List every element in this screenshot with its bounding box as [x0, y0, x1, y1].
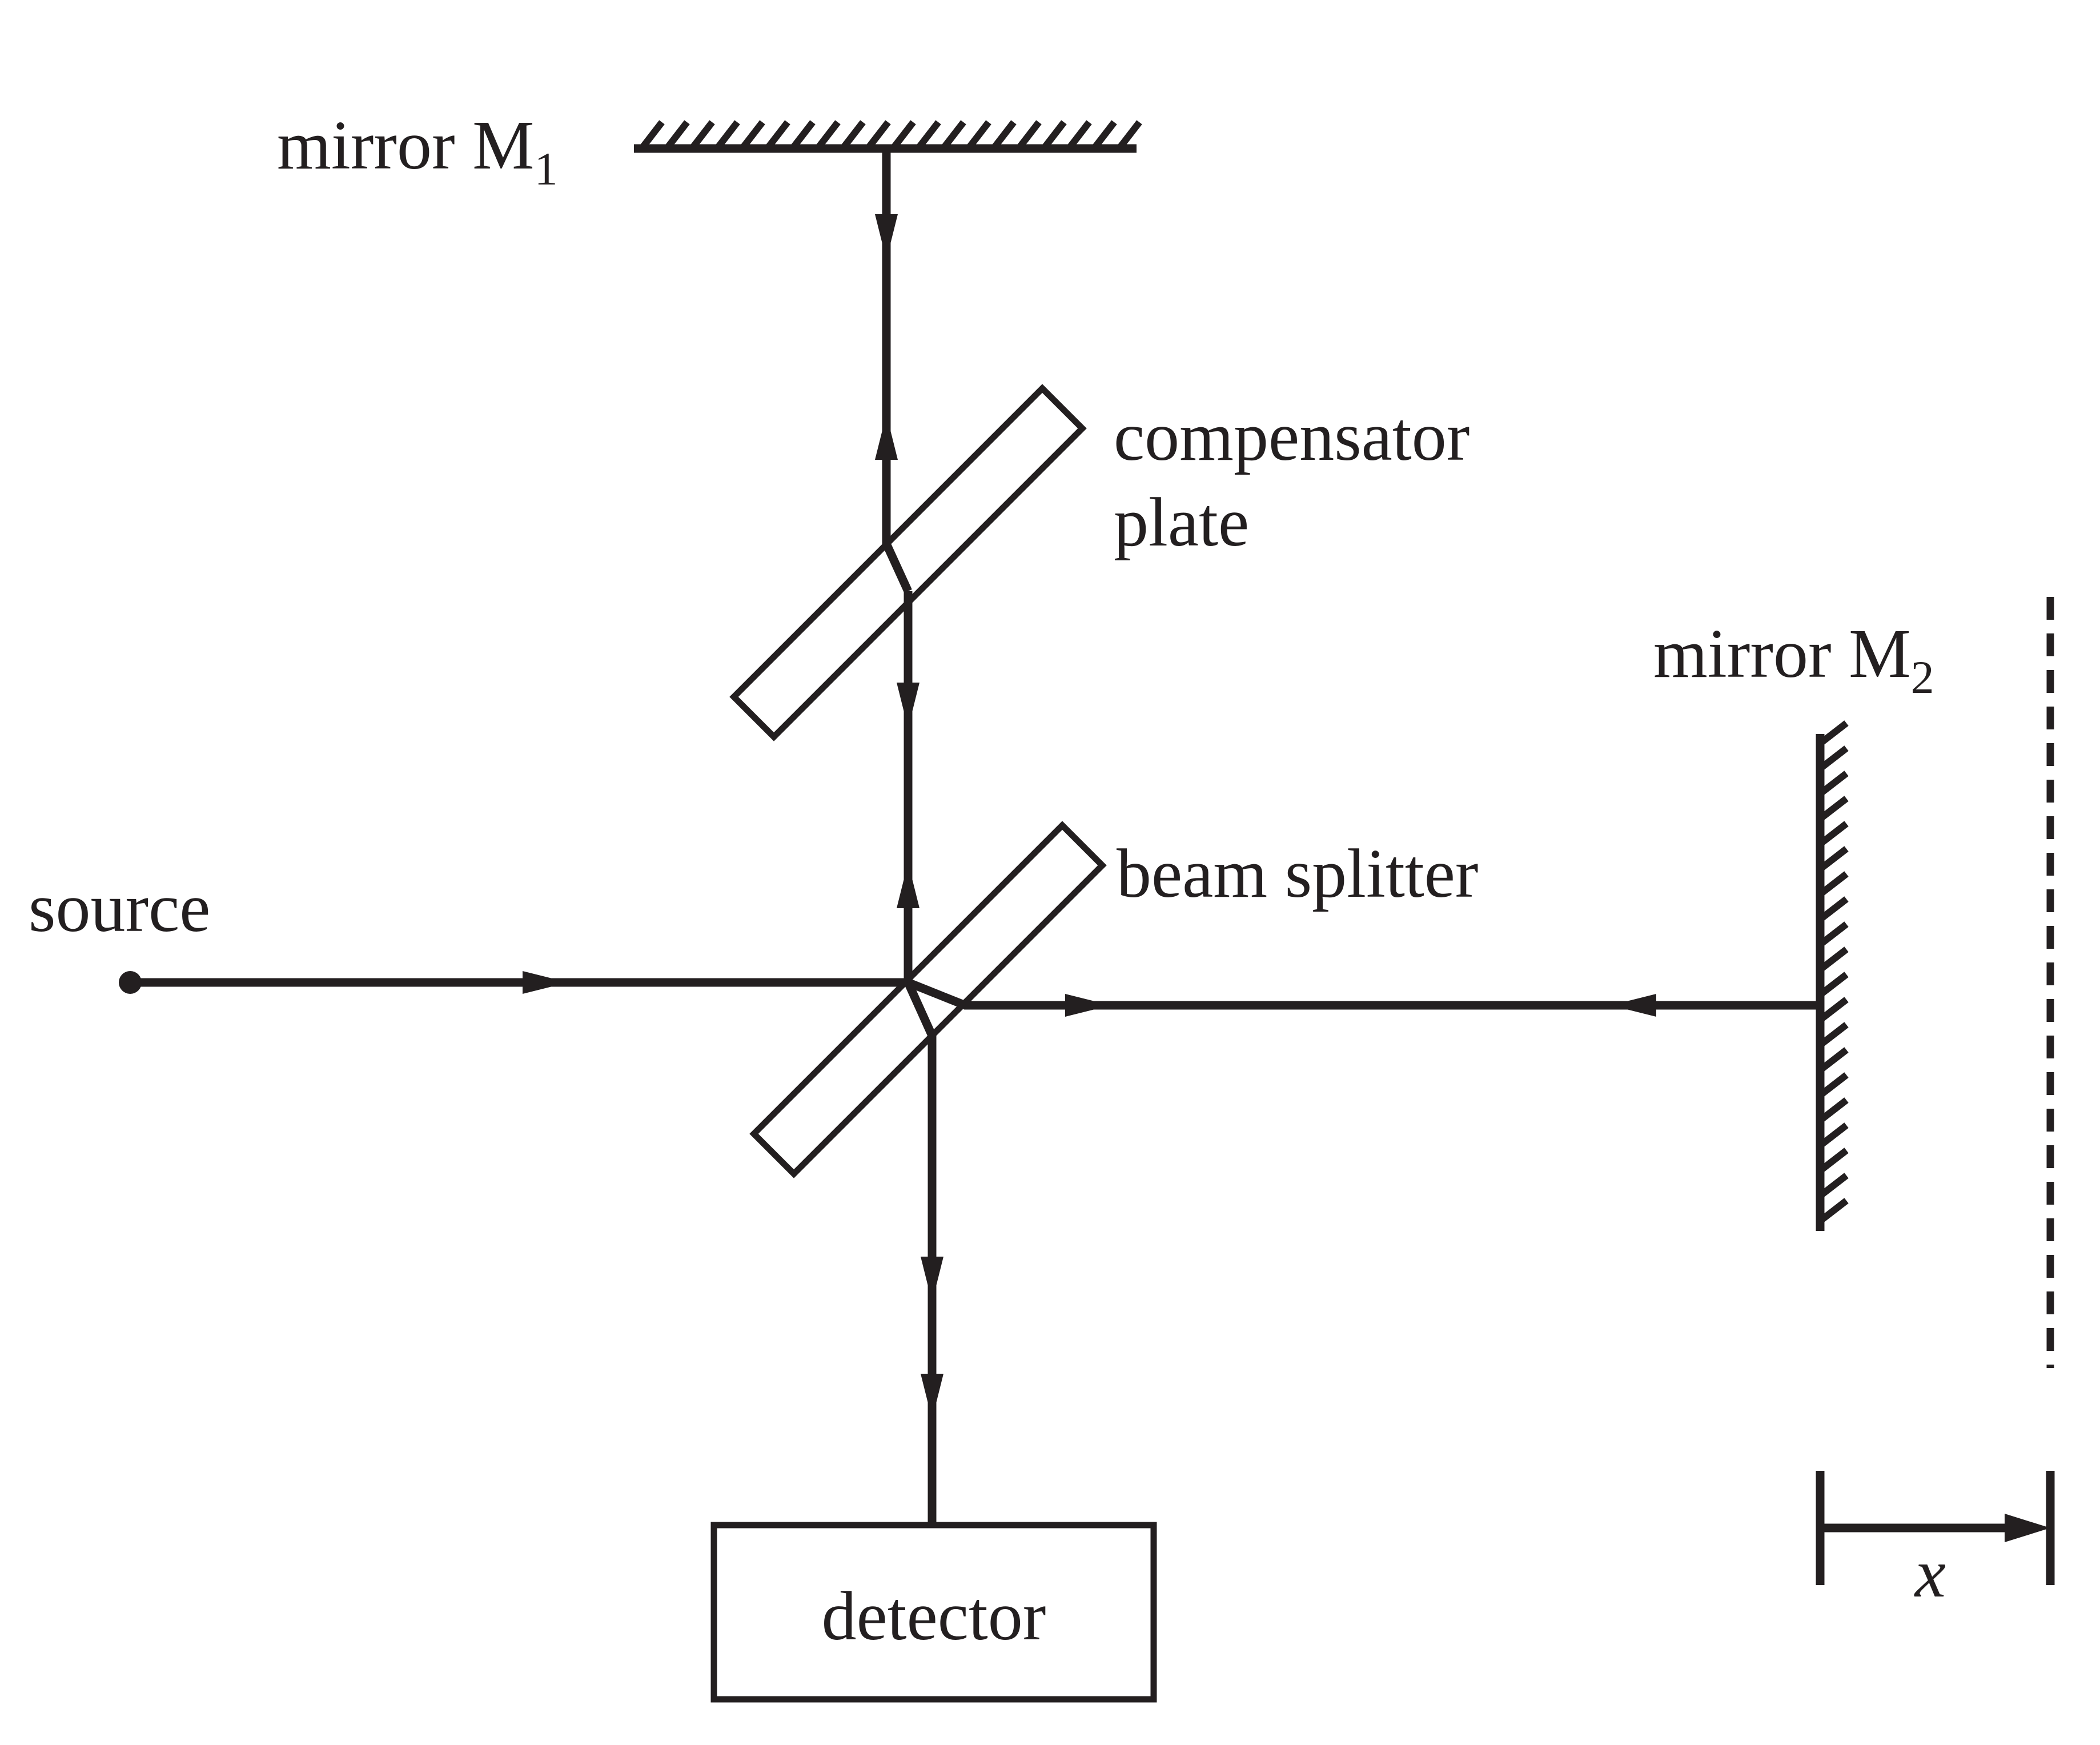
beam-splitter	[749, 821, 1107, 1178]
m1-arm-upper-beam	[882, 149, 912, 593]
mirror-m1-hatch-mark	[991, 120, 1017, 150]
mirror-m1-hatch-mark	[640, 120, 665, 150]
mirror-m2-hatch-mark	[1819, 1173, 1849, 1198]
mirror-m1-hatch-mark	[1092, 120, 1117, 150]
arrow-down-detector-1	[921, 1257, 943, 1302]
mirror-m1-hatch-mark	[690, 120, 715, 150]
beam-splitter-label: beam splitter	[1117, 835, 1479, 912]
mirror-m2-hatch-mark	[1819, 972, 1849, 997]
arrow-right-m2-outbound	[1065, 994, 1111, 1017]
displacement-label: x	[1914, 1535, 1946, 1612]
detector-beam	[904, 980, 937, 1525]
mirror-m2-hatching	[1819, 720, 1849, 1223]
mirror-m1	[634, 120, 1142, 153]
mirror-m1-hatch-mark	[916, 120, 941, 150]
mirror-m2-hatch-mark	[1819, 821, 1849, 846]
mirror-m1-hatch-mark	[1067, 120, 1092, 150]
mirror-m2-hatch-mark	[1819, 1047, 1849, 1072]
mirror-m2	[1816, 720, 1849, 1231]
mirror-m1-hatch-mark	[966, 120, 991, 150]
beam-arrows	[523, 214, 1656, 1419]
mirror-m2-hatch-mark	[1819, 1072, 1849, 1097]
mirror-m1-hatch-mark	[816, 120, 841, 150]
mirror-m1-hatch-mark	[790, 120, 816, 150]
mirror-m2-hatch-mark	[1819, 896, 1849, 921]
mirror-m1-hatch-mark	[891, 120, 916, 150]
mirror-m1-hatch-mark	[765, 120, 790, 150]
mirror-m2-hatch-mark	[1819, 745, 1849, 771]
mirror-m2-hatch-mark	[1819, 1022, 1849, 1047]
arrow-down-detector-2	[921, 1374, 943, 1419]
displacement-arrowhead	[2005, 1514, 2050, 1542]
arrow-up-m1-outbound	[875, 414, 898, 460]
mirror-m1-hatch-mark	[866, 120, 891, 150]
mirror-m1-hatch-mark	[665, 120, 690, 150]
compensator-label-line1: compensator	[1114, 398, 1469, 475]
arrow-up-splitter	[897, 863, 919, 908]
mirror-m2-hatch-mark	[1819, 1122, 1849, 1148]
mirror-m2-hatch-mark	[1819, 921, 1849, 946]
mirror-m2-label: mirror M2	[1653, 615, 1934, 703]
mirror-m1-label: mirror M1	[277, 107, 558, 195]
arrow-down-m1-return	[875, 214, 898, 260]
mirror-m1-hatch-mark	[715, 120, 740, 150]
mirror-m1-hatch-mark	[740, 120, 765, 150]
mirror-m2-hatch-mark	[1819, 846, 1849, 871]
mirror-m1-hatching	[640, 120, 1142, 150]
arrow-right-source	[523, 971, 568, 994]
mirror-m2-hatch-mark	[1819, 796, 1849, 821]
mirror-m2-hatch-mark	[1819, 946, 1849, 972]
mirror-m1-hatch-mark	[1042, 120, 1067, 150]
mirror-m1-hatch-mark	[1017, 120, 1042, 150]
mirror-m2-hatch-mark	[1819, 1148, 1849, 1173]
mirror-m2-hatch-mark	[1819, 1097, 1849, 1122]
compensator-label-line2: plate	[1114, 484, 1249, 561]
source-point	[119, 971, 142, 994]
arrow-left-m2-return	[1611, 994, 1656, 1017]
mirror-m2-hatch-mark	[1819, 871, 1849, 896]
mirror-m2-hatch-mark	[1819, 997, 1849, 1022]
mirror-m1-hatch-mark	[841, 120, 866, 150]
displacement-indicator	[1816, 1471, 2055, 1585]
arrow-down-compensator	[897, 683, 919, 728]
mirror-m2-hatch-mark	[1819, 720, 1849, 745]
m2-arm-beam	[906, 978, 1820, 1010]
detector-label: detector	[822, 1578, 1046, 1655]
source-label: source	[29, 869, 210, 946]
mirror-m2-hatch-mark	[1819, 1198, 1849, 1223]
compensator-plate	[729, 384, 1087, 741]
mirror-m1-hatch-mark	[941, 120, 966, 150]
detector-box	[710, 1522, 1157, 1703]
mirror-m2-hatch-mark	[1819, 771, 1849, 796]
mirror-m1-hatch-mark	[1117, 120, 1142, 150]
